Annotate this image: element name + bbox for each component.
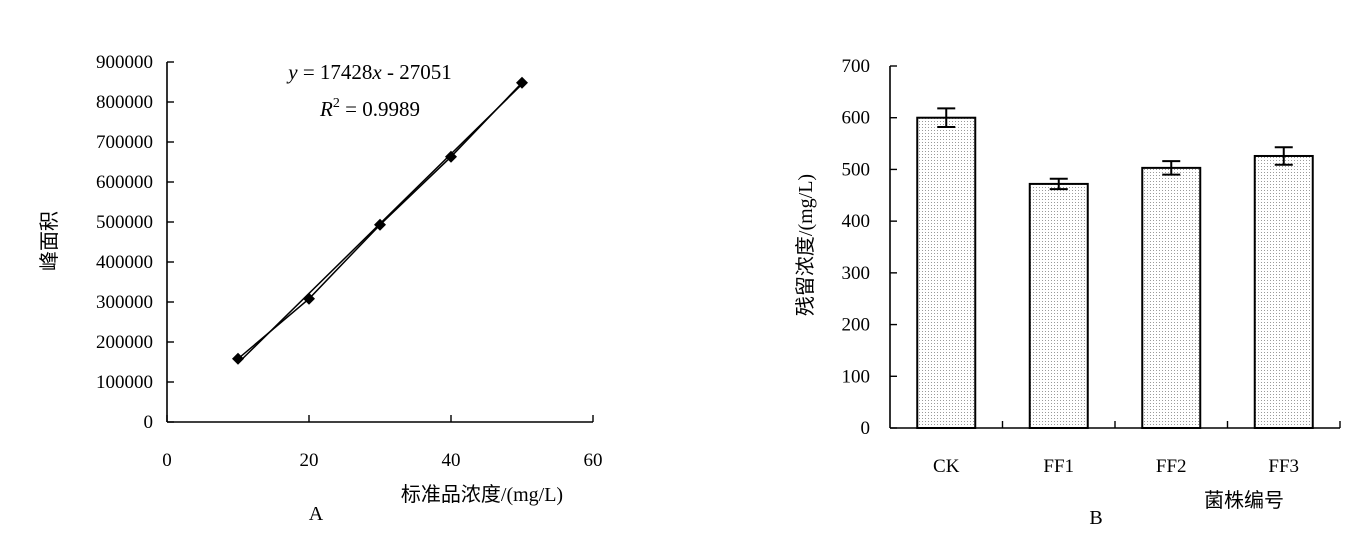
chart-b-x-ticks: CK FF1 FF2 FF3 — [933, 456, 1299, 477]
chart-a-y-tick-label: 300000 — [96, 292, 153, 313]
chart-a-y-tick-label: 900000 — [96, 52, 153, 73]
chart-a-point — [445, 150, 457, 163]
chart-b-bars — [916, 116, 1314, 430]
chart-b-error-bars — [937, 107, 1293, 191]
chart-b-y-tick-label: 0 — [861, 418, 871, 439]
chart-b-y-tick-label: 500 — [842, 159, 871, 180]
chart-b-x-axis-title: 菌株编号 — [1204, 489, 1284, 512]
chart-a-x-ticks: 0 20 40 60 — [162, 415, 603, 471]
chart-a-x-axis-title: 标准品浓度/(mg/L) — [401, 483, 563, 506]
chart-a-axes — [166, 62, 593, 423]
chart-b-x-tick-label: FF2 — [1156, 456, 1187, 477]
chart-a-y-tick-label: 500000 — [96, 212, 153, 233]
chart-b-bar — [1028, 182, 1089, 429]
chart-b-y-tick-label: 600 — [842, 108, 871, 129]
chart-b-y-ticks: 0 100 200 300 400 500 600 700 — [842, 56, 897, 439]
chart-a-y-tick-label: 0 — [144, 412, 154, 433]
chart-b-y-tick-label: 700 — [842, 56, 871, 77]
chart-b-y-tick-label: 300 — [842, 263, 871, 284]
chart-a-point — [516, 76, 528, 89]
chart-a-y-tick-label: 800000 — [96, 92, 153, 113]
chart-a-point — [232, 352, 244, 365]
chart-a-point — [374, 218, 386, 231]
chart-a-y-axis-title: 峰面积 — [38, 211, 61, 271]
chart-a-x-tick-label: 60 — [584, 450, 603, 471]
chart-b-x-tick-label: FF3 — [1268, 456, 1299, 477]
chart-a-points — [232, 76, 528, 365]
chart-b-y-tick-label: 400 — [842, 211, 871, 232]
chart-b-y-axis-title: 残留浓度/(mg/L) — [794, 174, 817, 316]
chart-b-bar — [1253, 154, 1314, 430]
chart-b-x-tick-label: FF1 — [1043, 456, 1074, 477]
chart-a-point — [303, 292, 315, 305]
chart-b-y-tick-label: 200 — [842, 315, 871, 336]
chart-a: 0 100000 200000 300000 400000 500000 600000 700… — [38, 52, 603, 525]
chart-a-y-tick-label: 600000 — [96, 172, 153, 193]
chart-a-x-tick-label: 20 — [300, 450, 319, 471]
chart-a-y-tick-label: 100000 — [96, 372, 153, 393]
chart-b-bar — [916, 116, 977, 429]
chart-a-y-ticks: 0 100000 200000 300000 400000 500000 600000 700… — [96, 52, 174, 433]
chart-a-y-tick-label: 400000 — [96, 252, 153, 273]
chart-a-y-tick-label: 200000 — [96, 332, 153, 353]
chart-b-x-tick-label: CK — [933, 456, 960, 477]
chart-a-equation: y = 17428x - 27051 — [286, 60, 452, 84]
chart-b-y-tick-label: 100 — [842, 366, 871, 387]
chart-a-y-tick-label: 700000 — [96, 132, 153, 153]
chart-a-r-squared: R2 = 0.9989 — [319, 96, 420, 121]
chart-a-x-tick-label: 0 — [162, 450, 172, 471]
chart-a-panel-label: A — [309, 503, 324, 525]
chart-b-panel-label: B — [1089, 507, 1102, 529]
chart-b-bar — [1141, 166, 1202, 429]
chart-a-x-tick-label: 40 — [442, 450, 461, 471]
